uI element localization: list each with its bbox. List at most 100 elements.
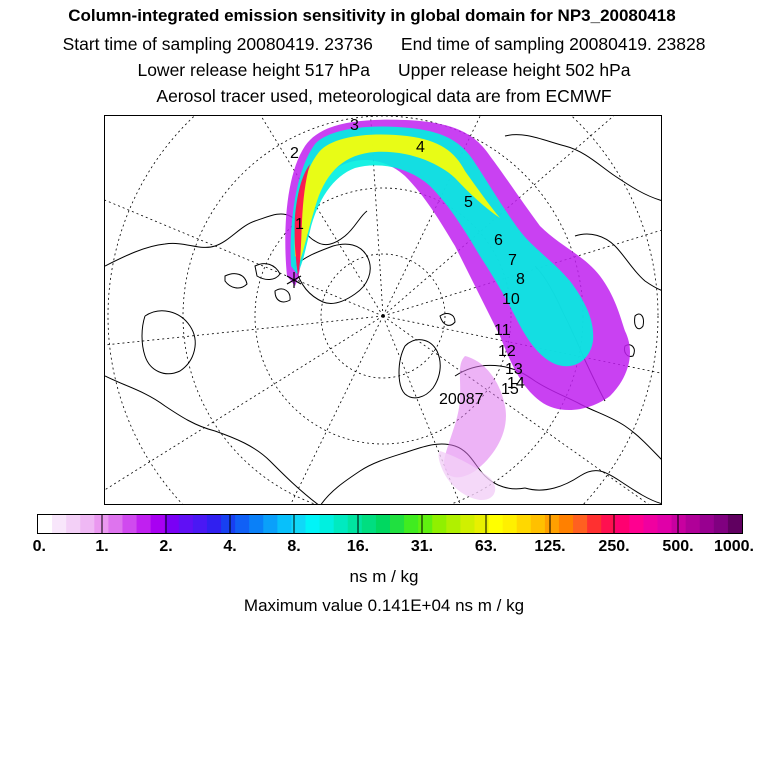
colorbar-swatch: [277, 515, 293, 533]
plume-lower-tail: [438, 451, 496, 501]
asia-inland: [524, 470, 661, 504]
colorbar-swatch: [699, 515, 715, 533]
colorbar-swatch: [249, 515, 264, 533]
meridian: [382, 229, 661, 317]
colorbar-swatch: [291, 515, 307, 533]
colorbar-swatch: [488, 515, 504, 533]
colorbar-swatch: [221, 515, 236, 533]
colorbar-swatch: [38, 515, 53, 533]
day-label: 12: [498, 343, 516, 360]
colorbar-swatch: [601, 515, 616, 533]
day-label: 7: [508, 252, 517, 269]
start-time-label: Start time of sampling 20080419. 23736: [62, 34, 373, 54]
release-point-marker: [286, 272, 302, 288]
colorbar-swatch: [573, 515, 588, 533]
meridian: [105, 315, 384, 491]
colorbar-swatch: [192, 515, 208, 533]
plume-yellow: [294, 134, 500, 261]
plot-title: Column-integrated emission sensitivity i…: [68, 6, 676, 25]
colorbar-swatch: [460, 515, 476, 533]
colorbar-swatch: [587, 515, 602, 533]
colorbar-tick-label: 1.: [95, 538, 109, 555]
day-label: 1: [295, 216, 304, 233]
colorbar-tick-label: 500.: [662, 538, 694, 555]
colorbar-swatch: [657, 515, 673, 533]
plume-southern-tail: [444, 356, 506, 478]
hudson-bay-coast: [141, 310, 196, 375]
colorbar-swatch: [629, 515, 645, 533]
colorbar-swatch: [643, 515, 659, 533]
colorbar-swatch: [206, 515, 222, 533]
europe-coast: [320, 443, 526, 504]
day-label: 15: [501, 381, 519, 398]
colorbar-swatch: [432, 515, 447, 533]
colorbar-tick-label: 16.: [346, 538, 370, 555]
greenland-coast: [294, 243, 371, 304]
meridian: [260, 116, 384, 317]
colorbar-swatch: [108, 515, 124, 533]
colorbar-swatch: [305, 515, 321, 533]
colorbar-tick-label: 31.: [410, 538, 434, 555]
colorbar-swatch: [361, 515, 377, 533]
colorbar-tick-label: 0.: [32, 538, 47, 555]
latitude-circle: [107, 116, 659, 504]
upper-release-label: Upper release height 502 hPa: [398, 60, 631, 80]
colorbar-swatch: [544, 515, 560, 533]
day-label: 6: [494, 232, 503, 249]
colorbar-tick-label: 4.: [223, 538, 237, 555]
end-time-label: End time of sampling 20080419. 23828: [400, 34, 706, 54]
east-asia-coast: [574, 233, 661, 291]
maximum-value-label: Maximum value 0.141E+04 ns m / kg: [243, 596, 525, 615]
colorbar-swatch: [52, 515, 67, 533]
plume-red-core: [294, 164, 310, 276]
colorbar-swatch: [474, 515, 490, 533]
colorbar-swatch: [150, 515, 166, 533]
sampling-times: Start time of sampling 20080419. 23736 En…: [0, 34, 768, 55]
lower-release-label: Lower release height 517 hPa: [137, 60, 370, 80]
day-label: 10: [502, 291, 520, 308]
colorbar-swatch: [671, 515, 687, 533]
colorbar-swatch: [390, 515, 405, 533]
day-label: 8: [516, 271, 525, 288]
emission-sensitivity-plume: [285, 119, 630, 501]
colorbar-tick-label: 2.: [159, 538, 173, 555]
colorbar-tick-label: 1000.: [713, 538, 755, 555]
colorbar-swatch: [727, 515, 742, 533]
scandinavia-coast: [398, 339, 441, 399]
colorbar-swatch: [615, 515, 630, 533]
colorbar-swatch: [178, 515, 194, 533]
colorbar-swatch: [136, 515, 152, 533]
day-labels: 1 2 3 4 5 6 7 8 10 11 12 13 14 15 20087: [290, 117, 525, 408]
colorbar-swatch: [446, 515, 461, 533]
colorbar-swatch: [347, 515, 363, 533]
north-america-mainland: [105, 375, 319, 504]
colorbar-swatch: [502, 515, 518, 533]
day-label: 11: [494, 322, 511, 339]
colorbar-tick-label: 63.: [474, 538, 498, 555]
colorbar-swatch: [319, 515, 335, 533]
colorbar-swatch: [263, 515, 278, 533]
colorbar: [37, 514, 743, 534]
colorbar-swatch: [530, 515, 546, 533]
colorbar-swatch: [404, 515, 419, 533]
day-label: 3: [350, 117, 359, 134]
canadian-archipelago: [224, 263, 291, 303]
colorbar-swatch: [516, 515, 532, 533]
day-label: 14: [507, 375, 525, 392]
colorbar-swatch: [122, 515, 138, 533]
plume-cyan: [290, 126, 594, 367]
colorbar-tick-label: 125.: [534, 538, 566, 555]
latitude-circle: [320, 253, 446, 379]
meridian: [105, 315, 384, 346]
day-label: 5: [464, 194, 473, 211]
release-heights: Lower release height 517 hPa Upper releas…: [0, 60, 768, 81]
meridian: [105, 199, 384, 317]
colorbar-swatch: [235, 515, 250, 533]
tracer-line: Aerosol tracer used, meteorological data…: [156, 86, 612, 106]
colorbar-swatch: [418, 515, 433, 533]
units-label: ns m / kg: [349, 567, 419, 586]
day-label: 4: [416, 139, 425, 156]
map-canvas: 1 2 3 4 5 6 7 8 10 11 12 13 14 15 20087: [105, 116, 661, 504]
colorbar-swatch: [66, 515, 81, 533]
svalbard: [439, 313, 456, 326]
